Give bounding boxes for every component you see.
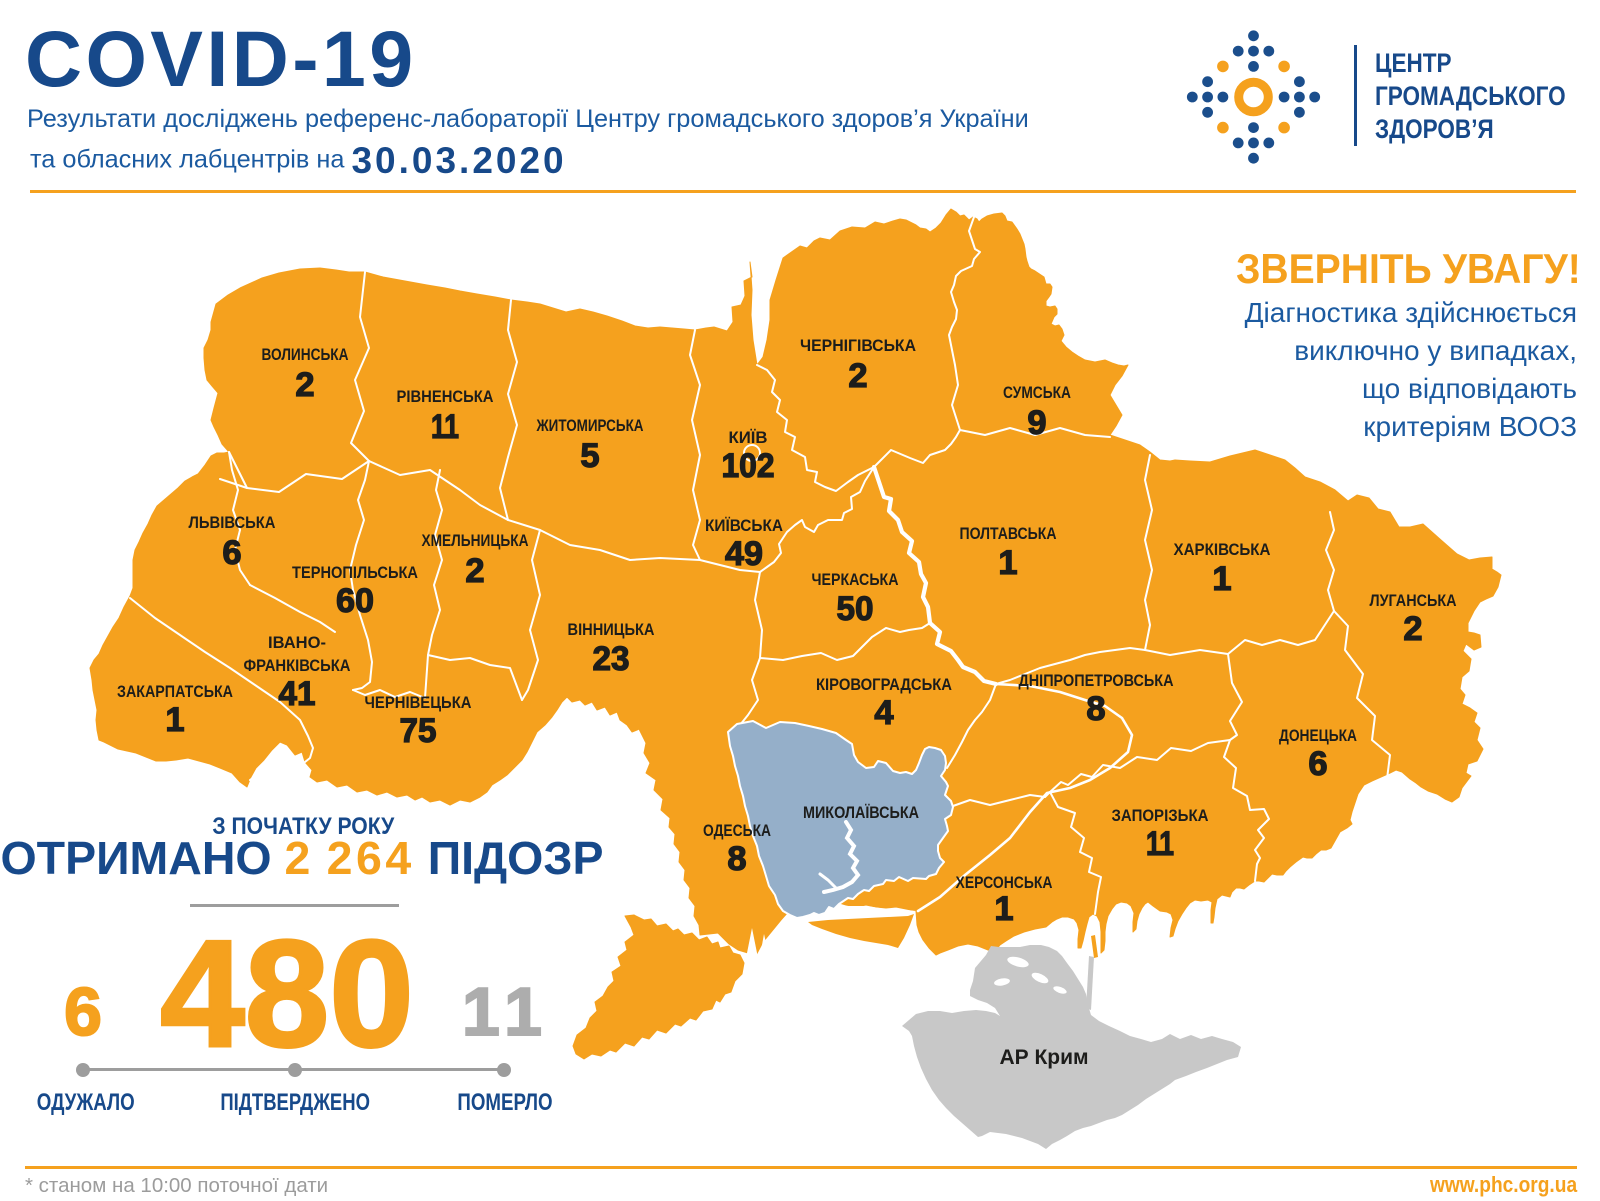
svg-text:ІВАНО-: ІВАНО- [268,634,326,652]
svg-text:6: 6 [1308,745,1327,783]
svg-text:8: 8 [1086,690,1105,728]
svg-text:АР Крим: АР Крим [999,1046,1088,1069]
svg-text:1: 1 [994,890,1013,928]
svg-text:2: 2 [848,357,867,395]
svg-text:ЖИТОМИРСЬКА: ЖИТОМИРСЬКА [536,417,644,435]
svg-text:ВОЛИНСЬКА: ВОЛИНСЬКА [262,346,349,364]
svg-text:ДНІПРОПЕТРОВСЬКА: ДНІПРОПЕТРОВСЬКА [1019,672,1174,690]
svg-text:75: 75 [400,712,437,750]
svg-text:ЧЕРНІГІВСЬКА: ЧЕРНІГІВСЬКА [800,337,916,355]
svg-text:ЧЕРКАСЬКА: ЧЕРКАСЬКА [812,571,899,589]
svg-text:ЗАКАРПАТСЬКА: ЗАКАРПАТСЬКА [117,683,233,701]
svg-text:ХЕРСОНСЬКА: ХЕРСОНСЬКА [956,874,1053,892]
svg-text:ОДЕСЬКА: ОДЕСЬКА [703,822,771,840]
svg-text:9: 9 [1027,404,1046,442]
svg-text:ЗАПОРІЗЬКА: ЗАПОРІЗЬКА [1112,807,1209,825]
svg-text:КІРОВОГРАДСЬКА: КІРОВОГРАДСЬКА [816,676,952,694]
svg-text:ЛЬВІВСЬКА: ЛЬВІВСЬКА [189,514,276,532]
svg-text:2: 2 [1403,610,1422,648]
svg-text:60: 60 [336,582,374,620]
svg-text:ДОНЕЦЬКА: ДОНЕЦЬКА [1279,727,1357,745]
svg-text:49: 49 [725,535,763,573]
svg-text:ВІННИЦЬКА: ВІННИЦЬКА [568,621,655,639]
svg-text:23: 23 [593,640,630,678]
svg-text:РІВНЕНСЬКА: РІВНЕНСЬКА [397,388,494,406]
svg-text:11: 11 [431,408,459,446]
svg-text:11: 11 [1146,825,1174,863]
svg-text:5: 5 [580,437,599,475]
svg-text:1: 1 [1212,560,1231,598]
svg-text:102: 102 [722,447,775,485]
svg-text:ЛУГАНСЬКА: ЛУГАНСЬКА [1370,592,1457,610]
svg-text:2: 2 [465,552,484,590]
svg-text:50: 50 [837,590,874,628]
svg-text:СУМСЬКА: СУМСЬКА [1003,384,1071,402]
svg-text:8: 8 [727,840,746,878]
svg-text:2: 2 [295,366,314,404]
svg-text:КИЇВСЬКА: КИЇВСЬКА [705,517,783,535]
svg-text:ТЕРНОПІЛЬСЬКА: ТЕРНОПІЛЬСЬКА [292,564,418,582]
svg-text:1: 1 [998,544,1017,582]
svg-text:ПОЛТАВСЬКА: ПОЛТАВСЬКА [960,525,1057,543]
svg-text:ХМЕЛЬНИЦЬКА: ХМЕЛЬНИЦЬКА [422,532,529,550]
svg-text:1: 1 [165,701,184,739]
svg-text:4: 4 [874,694,893,732]
svg-text:МИКОЛАЇВСЬКА: МИКОЛАЇВСЬКА [803,804,919,822]
svg-text:ФРАНКІВСЬКА: ФРАНКІВСЬКА [244,657,351,675]
svg-text:ХАРКІВСЬКА: ХАРКІВСЬКА [1174,541,1271,559]
svg-text:КИЇВ: КИЇВ [729,429,768,447]
svg-text:ЧЕРНІВЕЦЬКА: ЧЕРНІВЕЦЬКА [365,694,472,712]
svg-text:6: 6 [222,534,241,572]
svg-text:41: 41 [279,675,316,713]
